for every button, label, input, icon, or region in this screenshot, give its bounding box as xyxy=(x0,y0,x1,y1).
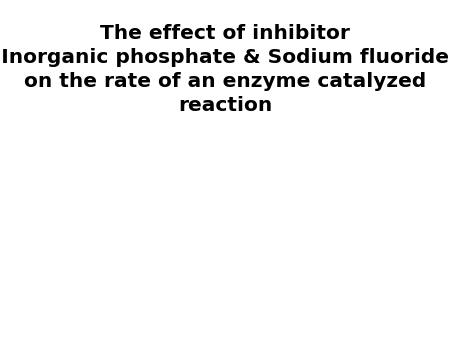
Text: The effect of inhibitor
(Inorganic phosphate & Sodium fluoride)
on the rate of a: The effect of inhibitor (Inorganic phosp… xyxy=(0,24,450,115)
